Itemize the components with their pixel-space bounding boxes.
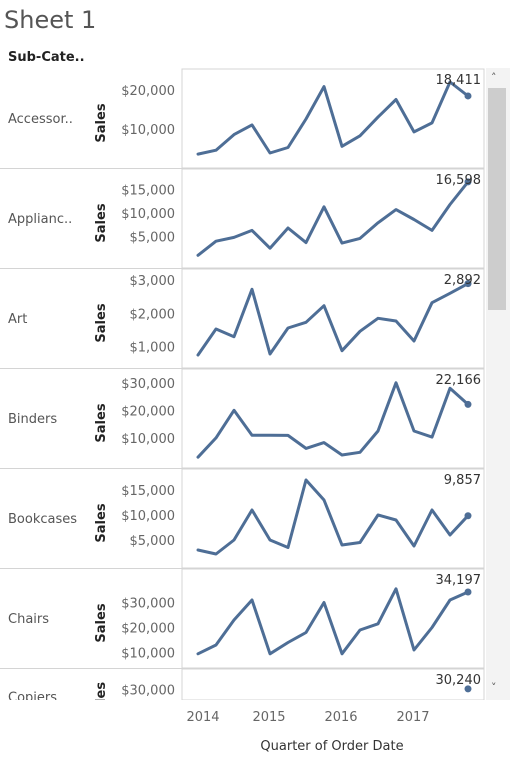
last-value-label: 30,240: [436, 673, 482, 688]
y-tick-label: $3,000: [130, 274, 176, 289]
y-tick-label: $10,000: [121, 509, 175, 524]
y-tick-label: $30,000: [121, 683, 175, 698]
y-tick-label: $2,000: [130, 307, 176, 322]
x-tick-label: 2014: [186, 710, 219, 725]
y-axis-label: Sales: [94, 203, 109, 242]
y-axis-label: Sales: [94, 303, 109, 342]
x-tick-label: 2016: [324, 710, 357, 725]
x-tick-label: 2017: [396, 710, 429, 725]
panel-2: Art Sales $1,000 $2,000 $3,000 2,892: [0, 268, 485, 369]
last-value-label: 2,892: [444, 273, 481, 288]
last-value-label: 9,857: [444, 473, 481, 488]
y-tick-label: $30,000: [121, 597, 175, 612]
scroll-down-icon[interactable]: ˅: [491, 681, 497, 694]
x-tick-label: 2015: [252, 710, 285, 725]
y-tick-label: $10,000: [121, 207, 175, 222]
series-line: [196, 80, 470, 156]
last-point: [464, 400, 472, 408]
panel-5: Chairs Sales $10,000 $20,000 $30,000 34,197: [0, 568, 485, 669]
category-label: Accessor..: [8, 112, 73, 127]
panel-1: Applianc.. Sales $5,000 $10,000 $15,000 16,59…: [0, 168, 485, 269]
category-label: Applianc..: [8, 212, 72, 227]
last-point: [464, 178, 472, 186]
panel-6: Copiers Sales $30,000 30,240: [0, 668, 485, 701]
x-axis: 2014 2015 2016 2017 Quarter of Order Date: [0, 700, 486, 767]
x-axis-label: Quarter of Order Date: [260, 739, 403, 754]
panel-3: Binders Sales $10,000 $20,000 $30,000 22,166: [0, 368, 485, 469]
y-tick-label: $10,000: [121, 123, 175, 138]
y-tick-label: $10,000: [121, 432, 175, 447]
panel-4: Bookcases Sales $5,000 $10,000 $15,000 9,857: [0, 468, 485, 569]
last-point: [464, 512, 472, 520]
y-tick-label: $30,000: [121, 377, 175, 392]
last-value-label: 34,197: [436, 573, 482, 588]
y-tick-label: $20,000: [121, 404, 175, 419]
sheet-title: Sheet 1: [4, 6, 97, 34]
sub-category-header[interactable]: Sub-Cate..: [8, 50, 85, 65]
series-line: [196, 381, 470, 459]
category-label: Art: [8, 312, 27, 327]
panel-0: Accessor.. Sales $10,000 $20,000 18,411: [8, 68, 485, 169]
last-point: [464, 280, 472, 288]
scroll-thumb[interactable]: [488, 88, 506, 310]
y-tick-label: $5,000: [130, 534, 176, 549]
y-tick-label: $10,000: [121, 647, 175, 662]
y-axis-label: Sales: [94, 682, 109, 700]
category-label: Chairs: [8, 612, 49, 627]
y-tick-label: $20,000: [121, 622, 175, 637]
series-line: [196, 587, 470, 656]
y-tick-label: $1,000: [130, 341, 176, 356]
y-axis-label: Sales: [94, 403, 109, 442]
y-axis-label: Sales: [94, 103, 109, 142]
last-point: [464, 685, 472, 693]
series-line: [196, 478, 470, 556]
series-line: [196, 180, 470, 257]
last-value-label: 16,598: [436, 173, 482, 188]
y-axis-label: Sales: [94, 603, 109, 642]
y-tick-label: $15,000: [121, 484, 175, 499]
y-axis-label: Sales: [94, 503, 109, 542]
last-point: [464, 92, 472, 100]
last-point: [464, 588, 472, 596]
panel-frame: [181, 268, 485, 369]
y-tick-label: $15,000: [121, 183, 175, 198]
category-label: Bookcases: [8, 512, 77, 527]
y-tick-label: $20,000: [121, 84, 175, 99]
series-line: [196, 282, 470, 357]
category-label: Copiers: [8, 691, 57, 701]
scroll-up-icon[interactable]: ˄: [491, 71, 497, 84]
vertical-scrollbar[interactable]: ˄ ˅: [486, 68, 510, 700]
last-value-label: 22,166: [436, 373, 482, 388]
y-tick-label: $5,000: [130, 230, 176, 245]
last-value-label: 18,411: [436, 73, 482, 88]
small-multiples-line-chart: Accessor.. Sales $10,000 $20,000 18,411 Appli…: [0, 68, 485, 701]
category-label: Binders: [8, 412, 57, 427]
